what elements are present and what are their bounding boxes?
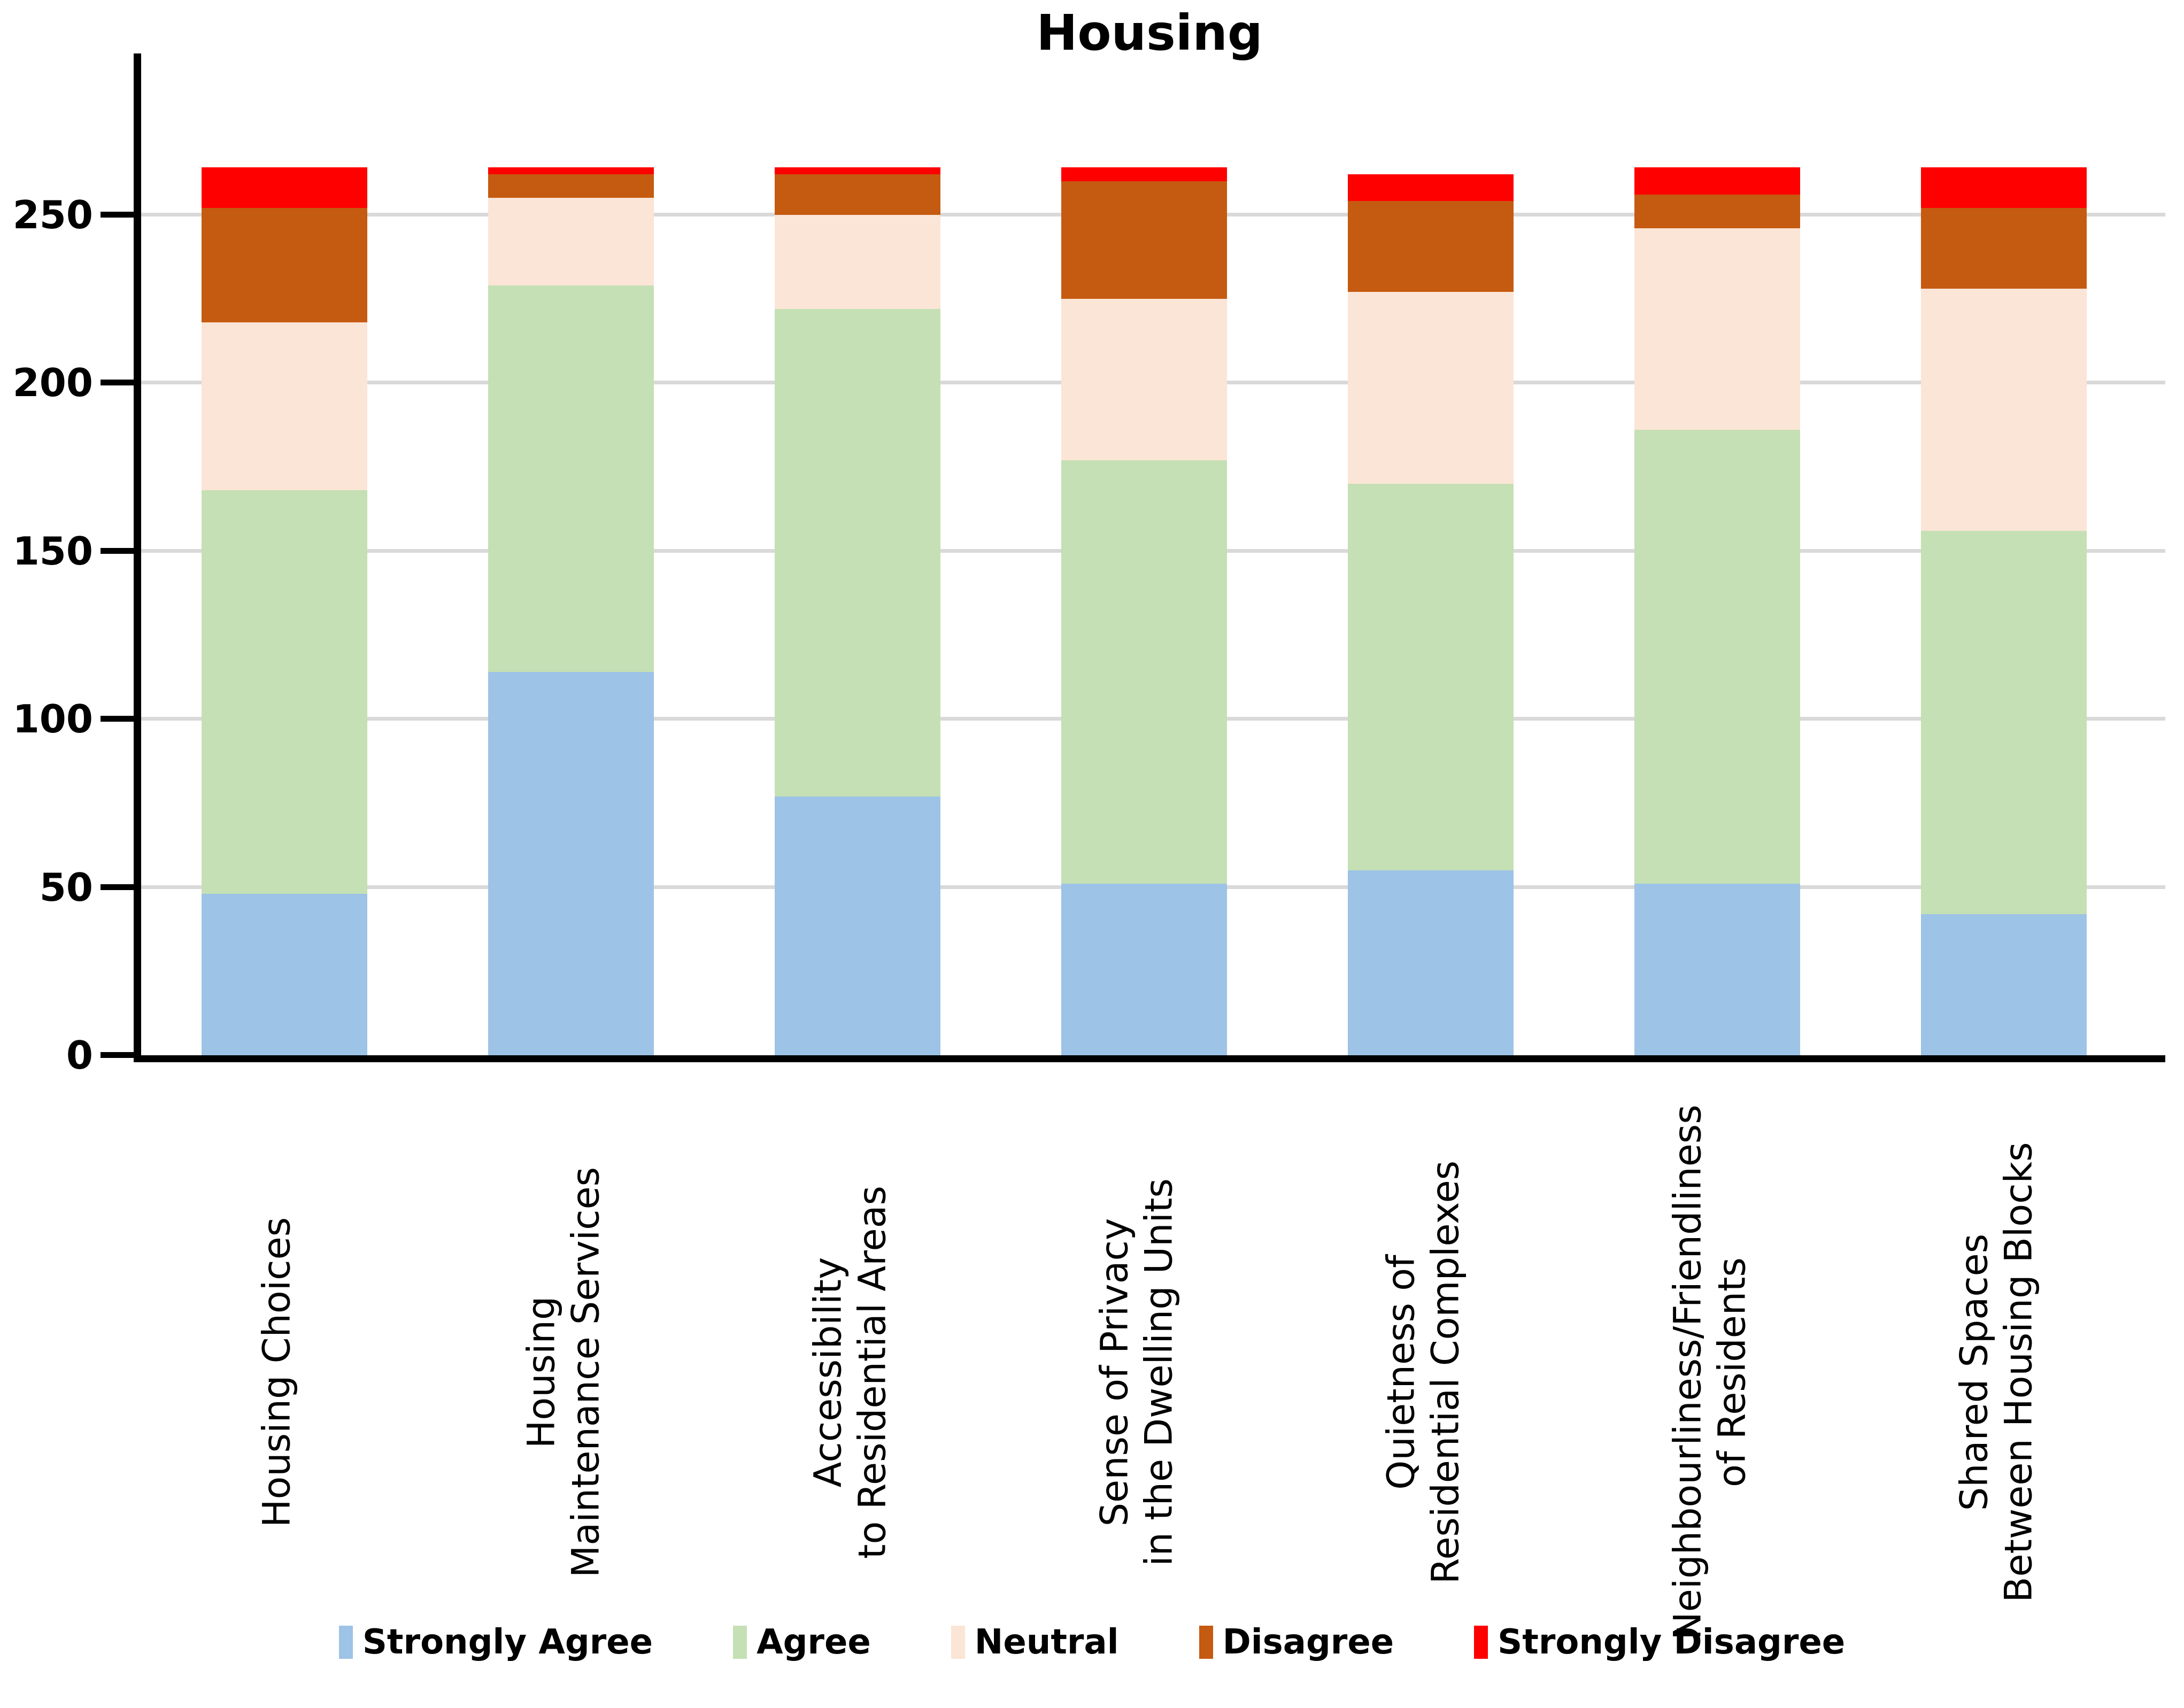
bar-segment-neutral bbox=[775, 214, 940, 309]
bar-segment-strongly-disagree bbox=[1348, 174, 1514, 202]
legend-swatch bbox=[951, 1626, 965, 1659]
bar-segment-agree bbox=[775, 308, 940, 797]
bar-segment-disagree bbox=[1061, 181, 1227, 299]
bar-segment-neutral bbox=[1348, 292, 1514, 484]
legend-item: Strongly Disagree bbox=[1474, 1625, 1845, 1659]
bar-segment-disagree bbox=[488, 174, 654, 198]
plot-wrap: 0 50 100 150 200 250 Housing Choices Housing M… bbox=[13, 53, 2165, 1640]
stacked-bar bbox=[1921, 167, 2087, 1055]
bar-segment-disagree bbox=[1634, 194, 1800, 228]
bar-segment-agree bbox=[1634, 430, 1800, 884]
bar-segment-disagree bbox=[1921, 207, 2087, 289]
legend-item: Neutral bbox=[951, 1625, 1119, 1659]
stacked-bar bbox=[1061, 167, 1227, 1055]
bar-segment-strongly-disagree bbox=[488, 167, 654, 175]
bar-segment-strongly-disagree bbox=[202, 167, 367, 208]
bar-segment-strongly-agree bbox=[1921, 914, 2087, 1055]
bar-segment-strongly-agree bbox=[1348, 870, 1514, 1055]
bar-segment-strongly-disagree bbox=[1634, 167, 1800, 195]
y-axis-tick bbox=[101, 884, 141, 890]
y-axis-tick bbox=[101, 211, 141, 218]
bar-segment-disagree bbox=[775, 174, 940, 215]
bar-segment-neutral bbox=[1921, 288, 2087, 531]
y-axis-tick bbox=[101, 1052, 141, 1058]
y-axis-tick bbox=[101, 380, 141, 385]
y-axis-tick bbox=[101, 716, 141, 722]
legend: Strongly Agree Agree Neutral Disagree Strong… bbox=[0, 1625, 2184, 1659]
legend-label: Neutral bbox=[974, 1622, 1119, 1662]
bar-segment-agree bbox=[1061, 460, 1227, 884]
bar-segment-disagree bbox=[1348, 201, 1514, 292]
bar-segment-strongly-agree bbox=[1634, 884, 1800, 1055]
y-tick-label: 0 bbox=[66, 1033, 93, 1078]
bar-segment-neutral bbox=[1061, 298, 1227, 460]
bar-segment-agree bbox=[1348, 483, 1514, 871]
y-tick-label: 200 bbox=[12, 360, 93, 405]
bar-segment-disagree bbox=[202, 207, 367, 322]
stacked-bar bbox=[1348, 174, 1514, 1055]
stacked-bar bbox=[202, 167, 367, 1055]
y-tick-label: 250 bbox=[12, 192, 93, 237]
bar-segment-agree bbox=[488, 285, 654, 672]
y-axis-tick bbox=[101, 547, 141, 554]
legend-label: Strongly Agree bbox=[362, 1622, 653, 1662]
x-axis-label: Neighbourliness/Friendliness of Resident… bbox=[1665, 1104, 1754, 1640]
x-axis-label: Housing Choices bbox=[254, 1217, 299, 1528]
y-tick-label: 100 bbox=[12, 697, 93, 741]
legend-swatch bbox=[338, 1626, 353, 1659]
legend-swatch bbox=[1199, 1626, 1213, 1659]
bar-segment-neutral bbox=[202, 322, 367, 491]
plot-area: 0 50 100 150 200 250 bbox=[13, 53, 2165, 1075]
chart-title: Housing bbox=[1036, 4, 1263, 61]
bar-segment-strongly-agree bbox=[1061, 884, 1227, 1055]
x-axis-label: Accessibility to Residential Areas bbox=[806, 1186, 894, 1559]
stacked-bar bbox=[488, 167, 654, 1055]
bar-segment-strongly-disagree bbox=[775, 167, 940, 175]
bar-segment-agree bbox=[202, 490, 367, 894]
legend-label: Disagree bbox=[1222, 1622, 1394, 1662]
legend-label: Agree bbox=[757, 1622, 871, 1662]
legend-swatch bbox=[733, 1626, 747, 1659]
bar-segment-neutral bbox=[1634, 228, 1800, 430]
x-axis-label: Shared Spaces Between Housing Blocks bbox=[1952, 1142, 2040, 1603]
stacked-bar bbox=[775, 167, 940, 1055]
x-axis-label: Housing Maintenance Services bbox=[519, 1166, 607, 1578]
bar-segment-strongly-agree bbox=[202, 894, 367, 1055]
y-tick-label: 50 bbox=[39, 864, 93, 910]
bar-segment-strongly-disagree bbox=[1061, 167, 1227, 181]
legend-item: Strongly Agree bbox=[338, 1622, 653, 1662]
legend-item: Disagree bbox=[1199, 1625, 1394, 1659]
legend-swatch bbox=[1474, 1626, 1488, 1659]
legend-item: Agree bbox=[733, 1625, 871, 1659]
stacked-bar bbox=[1634, 167, 1800, 1055]
bar-segment-strongly-disagree bbox=[1921, 167, 2087, 208]
bar-segment-neutral bbox=[488, 198, 654, 285]
bar-segment-strongly-agree bbox=[488, 671, 654, 1055]
y-tick-label: 150 bbox=[12, 528, 93, 574]
x-axis-label: Sense of Privacy in the Dwelling Units bbox=[1092, 1178, 1180, 1566]
bar-segment-agree bbox=[1921, 530, 2087, 914]
legend-label: Strongly Disagree bbox=[1498, 1622, 1846, 1662]
x-axis-label: Quietness of Residential Complexes bbox=[1379, 1160, 1467, 1585]
bar-segment-strongly-agree bbox=[775, 796, 940, 1055]
